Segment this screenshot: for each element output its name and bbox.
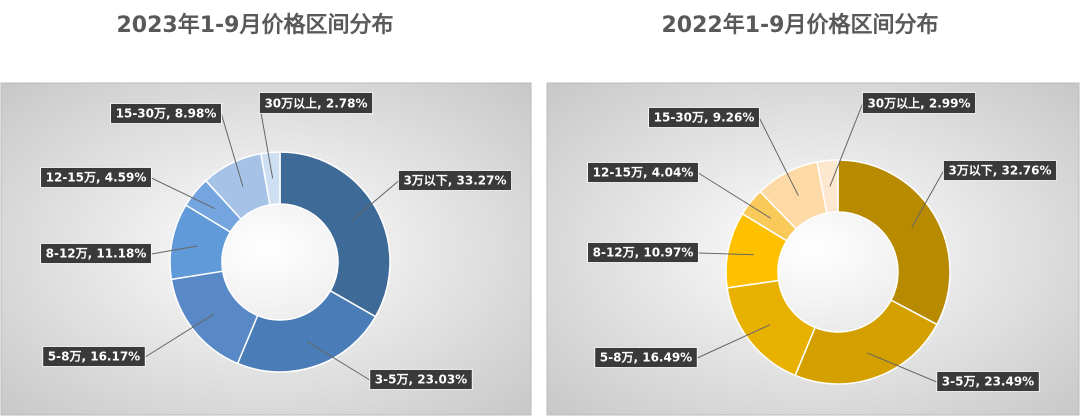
leader-line: [696, 324, 771, 359]
slice: [236, 289, 377, 373]
leader-line: [220, 113, 244, 187]
data-label: 30万以上, 2.78%: [264, 96, 367, 111]
leader-line: [698, 252, 754, 256]
label-box: [587, 162, 699, 183]
data-label: 12-15万, 4.59%: [46, 171, 147, 185]
label-box: [40, 167, 152, 188]
label-box: [862, 92, 976, 114]
label-box: [369, 369, 473, 390]
leader-line: [866, 352, 937, 383]
label-box: [594, 347, 698, 368]
leader-line: [151, 245, 198, 255]
label-box: [648, 107, 760, 128]
data-label: 12-15万, 4.04%: [593, 166, 694, 180]
leader-line: [698, 172, 772, 219]
data-label: 3-5万, 23.03%: [375, 373, 467, 387]
leader-line: [306, 341, 371, 381]
leader-line: [911, 170, 944, 228]
data-label: 5-8万, 16.17%: [48, 350, 140, 364]
leader-line: [758, 117, 799, 196]
data-label: 5-8万, 16.49%: [600, 351, 692, 365]
data-label: 3-5万, 23.49%: [942, 375, 1034, 389]
chart-title: 2023年1-9月价格区间分布: [117, 12, 394, 38]
label-box: [398, 170, 512, 191]
leader-line: [151, 177, 216, 210]
data-label: 15-30万, 9.26%: [654, 111, 755, 125]
data-label: 3万以下, 32.76%: [948, 164, 1051, 178]
slice: [794, 299, 938, 385]
label-box: [42, 346, 146, 367]
data-label: 15-30万, 8.98%: [116, 107, 217, 121]
slice: [816, 159, 839, 214]
slice: [279, 151, 391, 318]
data-label: 30万以上, 2.99%: [867, 96, 970, 111]
slice: [260, 151, 281, 206]
leader-line: [258, 103, 274, 179]
label-box: [259, 92, 373, 114]
label-box: [110, 103, 222, 124]
chart-title: 2022年1-9月价格区间分布: [662, 12, 939, 38]
leader-line: [352, 180, 399, 221]
leader-line: [144, 313, 215, 358]
label-box: [587, 242, 699, 263]
slice: [837, 159, 951, 326]
label-box: [936, 371, 1040, 392]
data-label: 8-12万, 11.18%: [46, 247, 147, 261]
label-box: [943, 160, 1057, 181]
data-label: 8-12万, 10.97%: [593, 246, 694, 260]
label-box: [40, 243, 152, 264]
data-label: 3万以下, 33.27%: [403, 174, 506, 188]
leader-line: [829, 103, 863, 187]
